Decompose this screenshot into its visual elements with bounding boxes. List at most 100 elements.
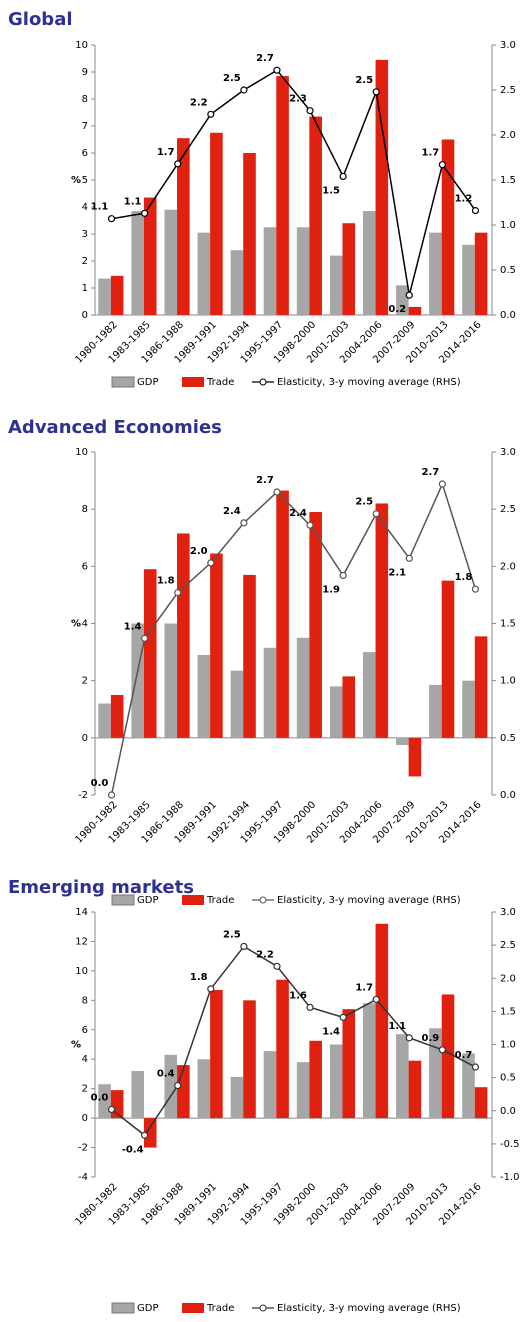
y2-tick-label: 0.0	[500, 1106, 516, 1117]
legend-marker	[259, 378, 267, 386]
line-marker	[174, 160, 182, 168]
line-marker	[207, 985, 215, 993]
y-tick-label: 6	[82, 148, 88, 159]
value-label: 1.4	[124, 621, 142, 632]
value-label: 0.9	[422, 1033, 440, 1044]
bar	[429, 1028, 442, 1119]
y2-tick-label: 1.0	[500, 220, 516, 231]
legend-marker	[259, 1304, 267, 1312]
bar	[375, 59, 389, 315]
y-tick-label: 0	[82, 1113, 88, 1124]
bar	[329, 686, 343, 738]
bar	[177, 138, 190, 315]
line-marker	[471, 207, 480, 215]
value-label: 0.0	[91, 778, 109, 789]
legend-label: GDP	[137, 895, 158, 906]
legend-swatch	[182, 895, 204, 905]
bar	[276, 76, 289, 315]
chart-title: Global	[8, 9, 73, 30]
bar	[276, 490, 289, 738]
value-label: 0.7	[455, 1050, 473, 1061]
chart-title: Emerging markets	[8, 877, 194, 898]
bar	[329, 1044, 343, 1119]
value-label: 2.4	[223, 506, 241, 517]
y-tick-label: 10	[75, 447, 88, 458]
y-tick-label: 4	[82, 1054, 88, 1065]
y-tick-label: 7	[82, 121, 88, 132]
line-marker	[240, 86, 248, 94]
value-label: 2.7	[422, 467, 440, 478]
bar	[177, 1065, 190, 1119]
bar	[243, 1000, 256, 1119]
bar	[230, 250, 244, 315]
value-label: 1.8	[190, 972, 208, 983]
y-tick-label: -2	[78, 790, 88, 801]
bar	[474, 232, 488, 315]
bar	[143, 1118, 157, 1148]
y-tick-label: 6	[82, 1025, 88, 1036]
value-label: 2.5	[355, 497, 373, 508]
line-marker	[174, 1081, 182, 1090]
legend-swatch	[111, 894, 135, 906]
value-label: 1.1	[91, 202, 109, 213]
y2-tick-label: 2.5	[500, 940, 516, 951]
bar	[462, 1053, 475, 1119]
y2-tick-label: 2.5	[500, 504, 516, 515]
bar	[98, 703, 111, 738]
bar	[243, 153, 256, 315]
value-label: 1.1	[124, 196, 142, 207]
bar	[329, 255, 343, 315]
line-marker	[141, 634, 149, 642]
legend-swatch	[182, 377, 204, 387]
y-tick-label: 4	[82, 202, 88, 213]
y-tick-label: 10	[75, 40, 88, 51]
value-label: 2.2	[256, 949, 274, 960]
bar	[243, 574, 256, 738]
line-marker	[306, 521, 314, 529]
bar	[143, 197, 157, 315]
y-axis-label: %	[71, 619, 81, 630]
line-marker	[438, 480, 446, 488]
line-marker	[405, 554, 413, 562]
bar	[110, 275, 124, 315]
line-marker	[240, 942, 248, 951]
line-marker	[471, 585, 480, 593]
y-tick-label: 12	[75, 936, 88, 947]
bar	[230, 670, 244, 738]
y-tick-label: -4	[78, 1172, 88, 1183]
value-label: 2.2	[190, 97, 208, 108]
bar	[131, 1071, 144, 1119]
bar	[276, 979, 289, 1119]
bar	[441, 139, 455, 315]
y-tick-label: 3	[82, 229, 88, 240]
line-marker	[207, 559, 215, 567]
value-label: 1.4	[322, 1026, 340, 1037]
bar	[131, 623, 144, 738]
legend-marker	[259, 896, 267, 904]
line	[111, 69, 477, 296]
value-label: 1.7	[157, 147, 175, 158]
value-label: 0.0	[91, 1092, 109, 1103]
y2-tick-label: 0.0	[500, 310, 516, 321]
y2-tick-label: -1.0	[500, 1172, 520, 1183]
value-label: 1.7	[355, 982, 373, 993]
y2-tick-label: 1.5	[500, 175, 516, 186]
y2-tick-label: 3.0	[500, 447, 516, 458]
bar	[263, 227, 277, 315]
bar	[408, 737, 422, 777]
line-marker	[306, 107, 314, 115]
bar	[408, 1060, 422, 1119]
y2-tick-label: 0.5	[500, 733, 516, 744]
bar	[309, 116, 322, 315]
value-label: 0.2	[388, 304, 406, 315]
y2-tick-label: 0.5	[500, 1073, 516, 1084]
legend-label: Trade	[206, 1303, 234, 1314]
bar	[396, 737, 409, 745]
bar	[210, 132, 223, 315]
y-tick-label: 8	[82, 504, 88, 515]
line	[111, 945, 476, 1137]
legend-label: GDP	[137, 377, 158, 388]
value-label: 2.4	[289, 508, 307, 519]
bar	[263, 1051, 277, 1119]
